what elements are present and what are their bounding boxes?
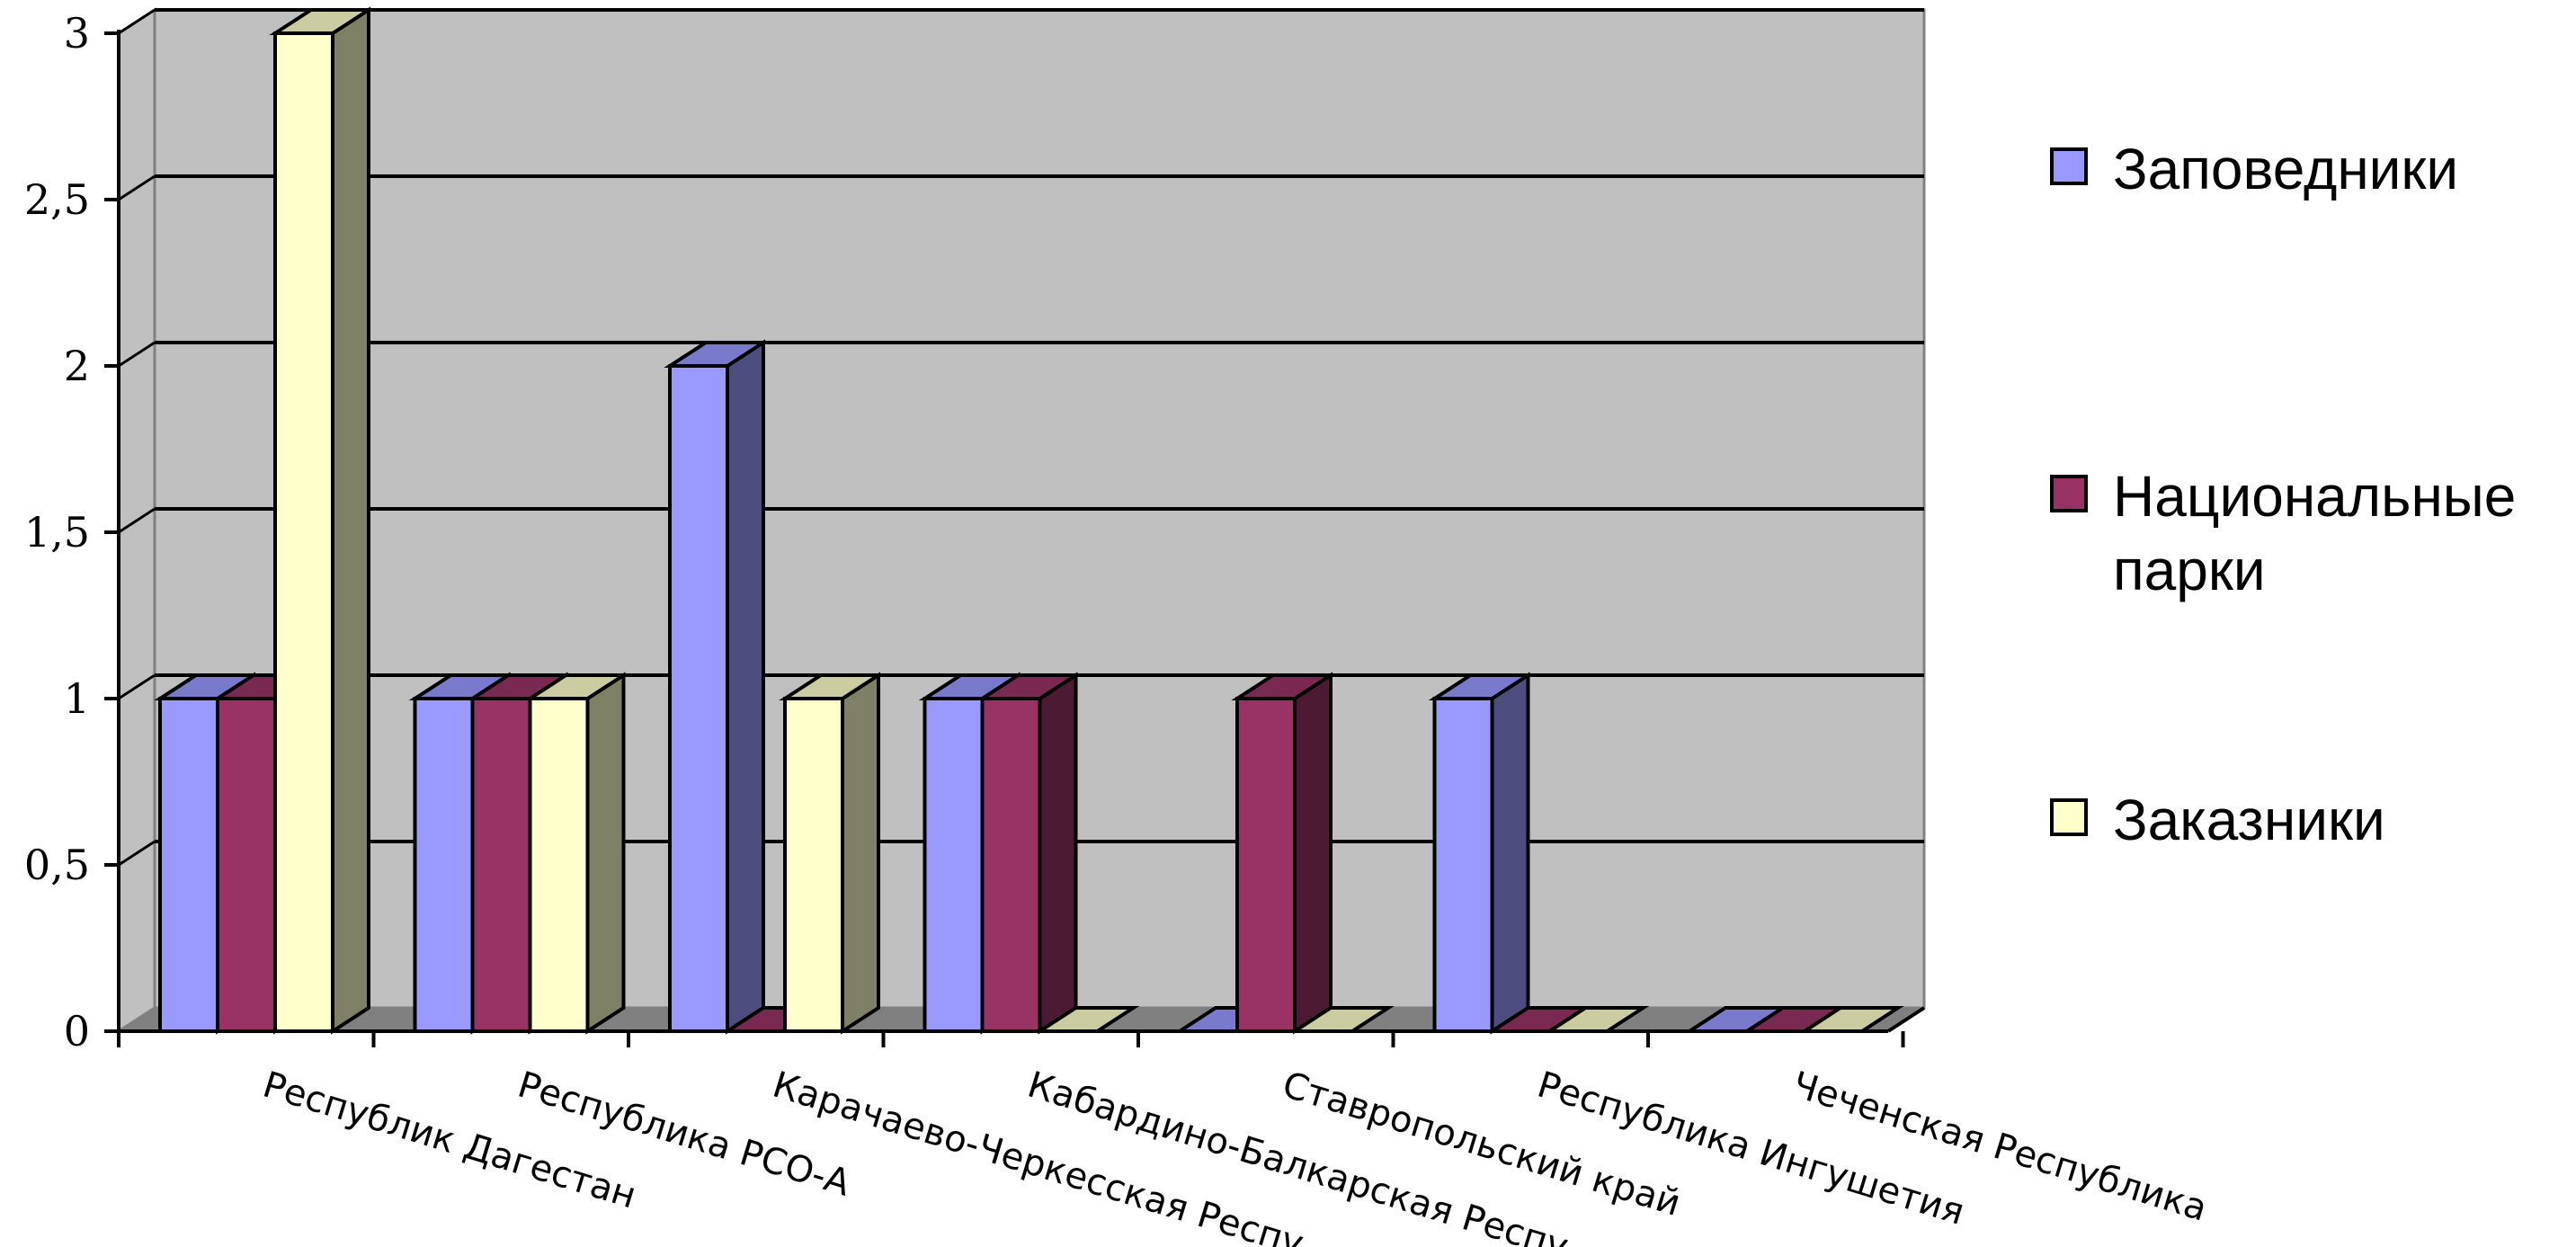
bar-front <box>413 697 475 1033</box>
gridline-side <box>118 673 156 700</box>
bar-side <box>331 6 370 1035</box>
bar-side <box>841 672 880 1035</box>
bar-front <box>528 697 590 1033</box>
y-tick-label: 0,5 <box>24 841 90 889</box>
bar <box>269 6 375 1035</box>
bar-side <box>1038 672 1078 1035</box>
bar-side <box>1490 672 1530 1035</box>
bar <box>664 339 770 1035</box>
bar-top <box>1428 673 1535 700</box>
bar-top <box>664 341 770 368</box>
bar <box>1428 672 1535 1035</box>
bar-front <box>783 697 844 1033</box>
gridlines <box>118 8 1924 867</box>
legend: Заповедники Национальные парки Заказники <box>2050 137 2516 852</box>
gridline-side <box>118 8 156 35</box>
bar-front <box>470 697 532 1033</box>
bar-top <box>779 673 885 700</box>
x-tick-label: Республика Ингушетия <box>1533 1064 1969 1234</box>
y-tick-label: 1 <box>64 674 90 723</box>
bar-front <box>273 31 334 1033</box>
legend-label: Национальные <box>2113 464 2516 529</box>
bar-front <box>923 697 985 1033</box>
bar-side <box>726 339 765 1035</box>
bar-top <box>269 8 375 35</box>
x-axis-end <box>1886 1006 1926 1033</box>
y-tick-label: 3 <box>64 9 90 58</box>
gridline-side <box>118 341 156 368</box>
x-tick-label: Чеченская Республика <box>1787 1064 2212 1230</box>
gridline-side <box>118 174 156 201</box>
bar-front <box>980 697 1042 1033</box>
bar-front <box>1432 697 1494 1033</box>
bar-front <box>668 364 729 1033</box>
axes <box>104 30 1926 1047</box>
bar-front <box>158 697 219 1033</box>
legend-swatch <box>2050 475 2088 512</box>
legend-label: парки <box>2113 538 2266 602</box>
bar <box>779 672 885 1035</box>
legend-swatch <box>2050 147 2088 185</box>
bar-side <box>1293 672 1333 1035</box>
gridline-side <box>118 840 156 867</box>
y-tick-label: 0 <box>64 1007 90 1055</box>
bar <box>976 672 1083 1035</box>
bar-front <box>1235 697 1297 1033</box>
y-axis-tick-labels: 0 0,5 1 1,5 2 2,5 3 <box>24 9 90 1055</box>
legend-label: Заказники <box>2113 788 2385 852</box>
bar-top <box>1231 673 1337 700</box>
legend-swatch <box>2050 798 2088 836</box>
bar-front <box>216 697 277 1033</box>
gridline-side <box>118 507 156 534</box>
y-tick-label: 2 <box>64 342 90 390</box>
bar <box>1231 672 1337 1035</box>
legend-label: Заповедники <box>2113 137 2458 201</box>
bar-side <box>585 672 626 1035</box>
bar <box>523 672 630 1035</box>
y-tick-label: 2,5 <box>24 175 90 224</box>
bar-top <box>976 673 1083 700</box>
y-tick-label: 1,5 <box>24 508 90 557</box>
bar-top <box>523 673 630 700</box>
